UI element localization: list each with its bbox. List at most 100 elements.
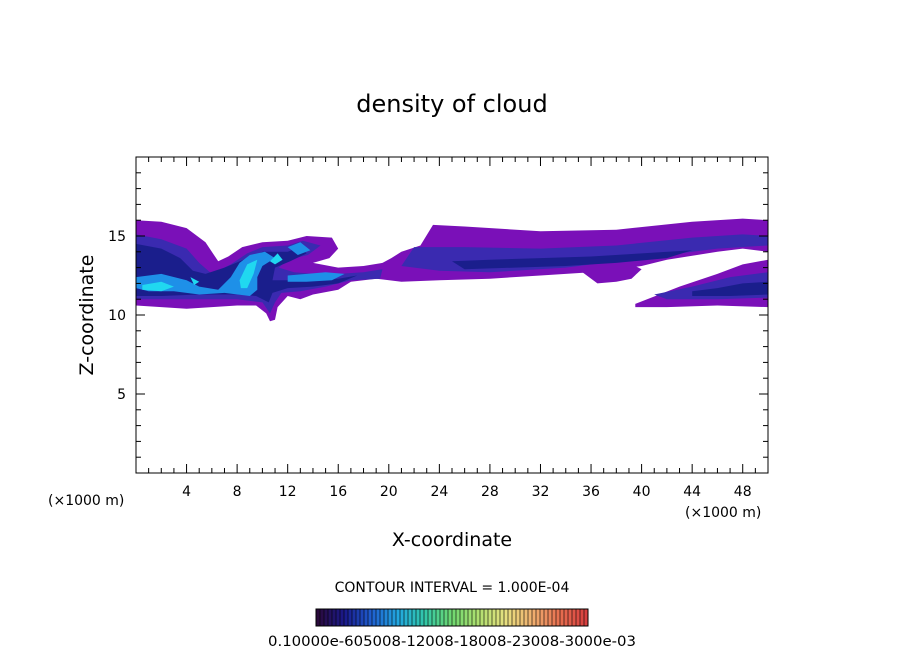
y-axis-label: Z-coordinate	[76, 255, 98, 376]
density-region-peak-12	[142, 281, 174, 292]
x-tick-label: 36	[582, 484, 600, 500]
colorbar-cell	[528, 609, 533, 626]
colorbar-cell	[480, 609, 485, 626]
colorbar-cell	[412, 609, 417, 626]
colorbar-cell	[532, 609, 537, 626]
colorbar-cell	[448, 609, 453, 626]
colorbar-cell	[420, 609, 425, 626]
colorbar-cell	[504, 609, 509, 626]
colorbar-cell	[372, 609, 377, 626]
colorbar-cell	[460, 609, 465, 626]
colorbar-cell	[396, 609, 401, 626]
density-region-peak-15	[190, 277, 200, 285]
plot-frame	[135, 156, 769, 474]
chart-title: density of cloud	[356, 90, 547, 118]
colorbar-cell	[404, 609, 409, 626]
x-tick-label: 28	[481, 484, 499, 500]
x-tick-label: 40	[633, 484, 651, 500]
colorbar	[315, 609, 589, 626]
x-tick-label: 8	[233, 484, 242, 500]
colorbar-cell	[452, 609, 457, 626]
x-tick-label: 24	[430, 484, 448, 500]
colorbar-cell	[356, 609, 361, 626]
x-tick-label: 4	[182, 484, 191, 500]
colorbar-cell	[388, 609, 393, 626]
x-tick-label: 20	[380, 484, 398, 500]
colorbar-cell	[536, 609, 541, 626]
colorbar-cell	[560, 609, 565, 626]
colorbar-cell	[576, 609, 581, 626]
colorbar-cell	[316, 609, 321, 626]
density-region-high-11	[287, 272, 345, 282]
density-region-low-1	[578, 262, 642, 284]
colorbar-cell	[376, 609, 381, 626]
y-tick-label: 5	[117, 387, 126, 403]
colorbar-cell	[324, 609, 329, 626]
density-region-peak-13	[239, 259, 258, 289]
colorbar-frame	[315, 608, 589, 627]
colorbar-cell	[392, 609, 397, 626]
colorbar-cell	[584, 609, 589, 626]
colorbar-cell	[512, 609, 517, 626]
colorbar-cell	[548, 609, 553, 626]
x-tick-labels: 4 8 12 16 20 24 28 32 36 40 44 48	[182, 484, 752, 500]
x-axis-label: X-coordinate	[392, 529, 512, 551]
colorbar-cell	[400, 609, 405, 626]
colorbar-cell	[464, 609, 469, 626]
colorbar-cell	[432, 609, 437, 626]
colorbar-cell	[472, 609, 477, 626]
y-tick-labels: 5 10 15	[108, 229, 126, 403]
colorbar-cell	[572, 609, 577, 626]
x-tick-label: 48	[734, 484, 752, 500]
axis-ticks	[136, 157, 768, 473]
x-unit-left: (×1000 m)	[48, 493, 124, 509]
colorbar-cell	[408, 609, 413, 626]
colorbar-cell	[516, 609, 521, 626]
density-region-deep-7	[452, 250, 693, 270]
colorbar-cell	[496, 609, 501, 626]
colorbar-cell	[456, 609, 461, 626]
colorbar-cell	[360, 609, 365, 626]
colorbar-cell	[416, 609, 421, 626]
density-region-peak-14	[270, 253, 283, 265]
x-tick-label: 32	[532, 484, 550, 500]
y-tick-label: 10	[108, 308, 126, 324]
colorbar-cell	[320, 609, 325, 626]
colorbar-labels: 0.10000e-605008-12008-18008-23008-3000e-…	[268, 634, 636, 650]
colorbar-cell	[520, 609, 525, 626]
density-field	[136, 218, 768, 322]
colorbar-cell	[328, 609, 333, 626]
colorbar-cell	[436, 609, 441, 626]
density-region-high-9	[136, 251, 275, 296]
colorbar-cell	[468, 609, 473, 626]
colorbar-cell	[540, 609, 545, 626]
colorbar-cell	[336, 609, 341, 626]
x-tick-label: 44	[683, 484, 701, 500]
colorbar-cell	[344, 609, 349, 626]
colorbar-cell	[580, 609, 585, 626]
colorbar-cell	[508, 609, 513, 626]
colorbar-cell	[428, 609, 433, 626]
colorbar-cell	[348, 609, 353, 626]
colorbar-cell	[380, 609, 385, 626]
y-tick-label: 15	[108, 229, 126, 245]
colorbar-cell	[556, 609, 561, 626]
x-tick-label: 12	[279, 484, 297, 500]
colorbar-cell	[500, 609, 505, 626]
colorbar-cell	[476, 609, 481, 626]
colorbar-cell	[384, 609, 389, 626]
colorbar-cell	[368, 609, 373, 626]
density-region-deep-8	[692, 281, 768, 296]
colorbar-cell	[364, 609, 369, 626]
x-tick-label: 16	[329, 484, 347, 500]
colorbar-cell	[488, 609, 493, 626]
colorbar-cell	[340, 609, 345, 626]
colorbar-cell	[564, 609, 569, 626]
colorbar-cell	[492, 609, 497, 626]
colorbar-cell	[332, 609, 337, 626]
colorbar-cell	[440, 609, 445, 626]
contour-interval-text: CONTOUR INTERVAL = 1.000E-04	[335, 580, 570, 596]
colorbar-cell	[544, 609, 549, 626]
colorbar-cell	[352, 609, 357, 626]
